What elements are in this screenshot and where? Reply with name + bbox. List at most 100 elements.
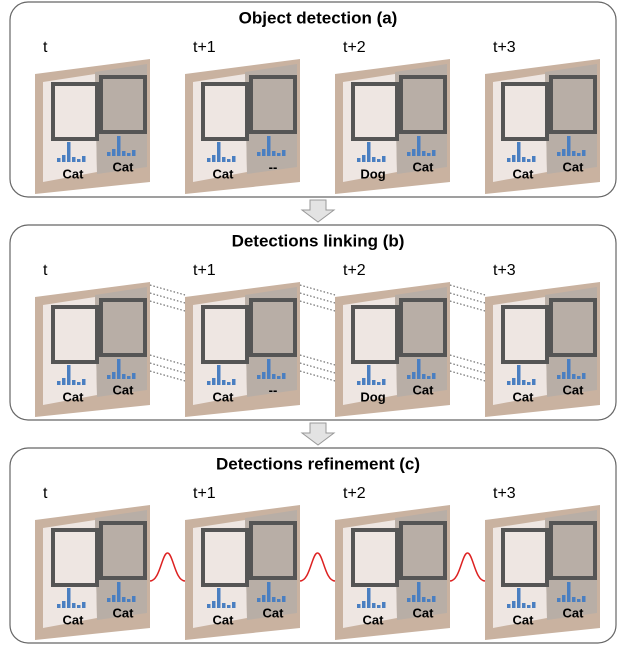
kitten-left	[43, 297, 97, 405]
link-line	[449, 292, 486, 304]
link-line	[149, 354, 186, 366]
histogram-bar	[582, 373, 586, 379]
histogram-bar	[57, 604, 61, 608]
kitten-left	[193, 520, 247, 628]
histogram-bar	[57, 381, 61, 385]
histogram-bar	[277, 376, 281, 379]
histogram-bar	[262, 149, 266, 156]
histogram-bar	[77, 382, 81, 385]
kitten-right	[545, 287, 597, 397]
histogram-bar	[117, 136, 121, 156]
histogram-bar	[522, 157, 526, 162]
panel: Object detection (a) t Cat Cat t+1 Cat -- t+2 Do…	[9, 1, 617, 198]
histogram-bar	[422, 151, 426, 156]
frame: t+3 Cat Cat	[485, 39, 600, 194]
histogram-bar	[512, 378, 516, 385]
histogram-bar	[272, 597, 276, 602]
time-label: t+2	[343, 39, 366, 56]
histogram-bar	[282, 373, 286, 379]
histogram-bar	[107, 152, 111, 156]
class-label: Cat	[513, 389, 535, 404]
link-line	[299, 362, 336, 374]
time-label: t+1	[193, 262, 216, 279]
panel-title: Object detection (a)	[239, 8, 398, 27]
class-label: Cat	[213, 166, 235, 181]
histogram-bar	[127, 599, 131, 602]
histogram-bar	[262, 595, 266, 602]
histogram-bar	[432, 373, 436, 379]
class-label: Cat	[113, 159, 135, 174]
link-line	[449, 300, 486, 312]
link-line	[149, 300, 186, 312]
histogram-bar	[262, 372, 266, 379]
class-label: Cat	[113, 605, 135, 620]
class-label: Cat	[363, 612, 385, 627]
histogram-bar	[412, 372, 416, 379]
histogram-bar	[372, 380, 376, 385]
histogram-bar	[417, 582, 421, 602]
histogram-bar	[132, 373, 136, 379]
frame: t+1 Cat Cat	[185, 485, 336, 640]
histogram-bar	[77, 605, 81, 608]
box	[99, 521, 147, 580]
histogram-bar	[507, 604, 511, 608]
histogram-bar	[217, 142, 221, 162]
frame: t Cat Cat	[35, 485, 186, 640]
histogram-bar	[512, 601, 516, 608]
histogram-bar	[257, 598, 261, 602]
histogram-bar	[527, 605, 531, 608]
histogram-bar	[432, 596, 436, 602]
histogram-bar	[217, 588, 221, 608]
histogram-bar	[72, 603, 76, 608]
histogram-bar	[407, 152, 411, 156]
time-label: t+2	[343, 262, 366, 279]
histogram-bar	[557, 152, 561, 156]
histogram-bar	[562, 595, 566, 602]
link-line	[449, 362, 486, 374]
histogram-bar	[382, 602, 386, 608]
histogram-bar	[107, 598, 111, 602]
histogram-bar	[222, 603, 226, 608]
histogram-bar	[57, 158, 61, 162]
histogram-bar	[232, 602, 236, 608]
link-line	[299, 370, 336, 382]
histogram-bar	[267, 582, 271, 602]
histogram-bar	[517, 588, 521, 608]
class-label: Cat	[413, 605, 435, 620]
kitten-left	[43, 74, 97, 182]
histogram-bar	[132, 150, 136, 156]
panel: Detections linking (b) t Cat Cat t+1 Cat -- t+2…	[9, 224, 617, 421]
histogram-bar	[257, 375, 261, 379]
histogram-bar	[372, 157, 376, 162]
histogram-bar	[212, 155, 216, 162]
histogram-bar	[422, 597, 426, 602]
histogram-bar	[422, 374, 426, 379]
kitten-left	[193, 74, 247, 182]
kitten-right	[245, 64, 297, 174]
kitten-left	[343, 74, 397, 182]
box	[249, 75, 297, 134]
histogram-bar	[412, 149, 416, 156]
box	[399, 298, 447, 357]
histogram-bar	[377, 159, 381, 162]
kitten-left	[493, 297, 547, 405]
histogram-bar	[272, 374, 276, 379]
histogram-bar	[82, 156, 86, 162]
link-line	[299, 284, 336, 296]
histogram-bar	[567, 136, 571, 156]
box	[351, 528, 399, 587]
histogram-bar	[522, 380, 526, 385]
panel: Detections refinement (c) t Cat Cat t+1 Cat Ca…	[9, 447, 617, 644]
histogram-bar	[412, 595, 416, 602]
link-line	[449, 284, 486, 296]
class-label: Dog	[360, 166, 385, 181]
panel-box	[9, 1, 617, 198]
histogram-bar	[532, 602, 536, 608]
frame: t Cat Cat	[35, 262, 186, 417]
down-arrow	[300, 422, 336, 446]
kitten-right	[95, 510, 147, 620]
histogram-bar	[272, 151, 276, 156]
gaussian	[149, 552, 186, 582]
histogram-bar	[207, 381, 211, 385]
histogram-bar	[357, 604, 361, 608]
